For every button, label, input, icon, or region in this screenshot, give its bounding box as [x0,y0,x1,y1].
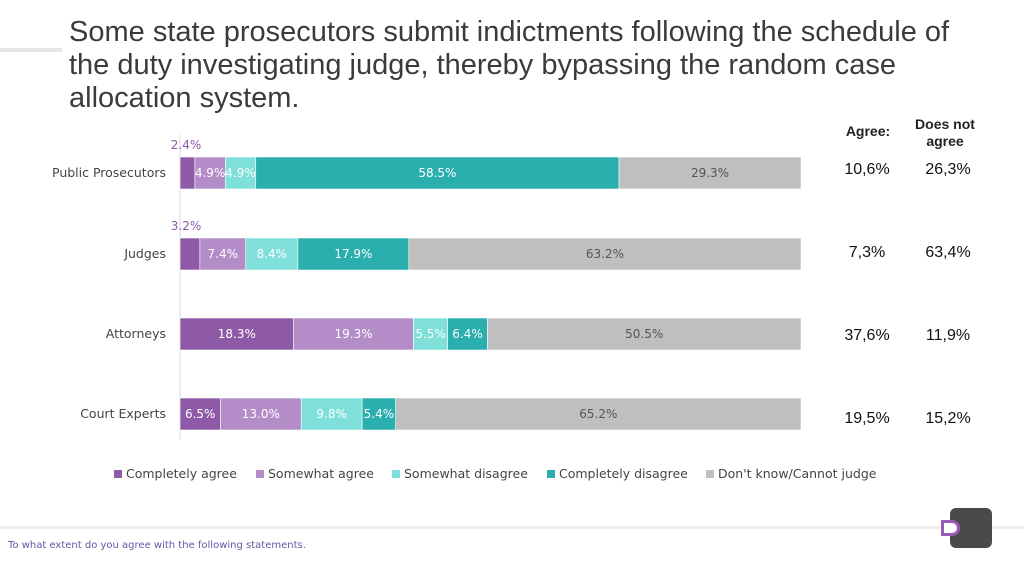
disagree-column-header: Does not agree [915,116,975,149]
data-label-somewhat-agree-attorneys: 19.3% [335,327,373,341]
bar-don-t-know-cannot-judge-judges [408,237,802,271]
legend-swatch-completely-disagree [547,470,555,478]
title-accent-line [0,48,62,52]
agree-sum-attorneys: 37,6% [844,327,890,344]
bar-completely-disagree-public-prosecutors [255,156,620,190]
disagree-sum-public-prosecutors: 26,3% [925,161,971,178]
category-label-judges: Judges [123,246,166,261]
data-label-completely-disagree-judges: 17.9% [334,247,372,261]
data-label-don-t-know-cannot-judge-judges: 63.2% [586,247,624,261]
bar-completely-disagree-judges [297,237,410,271]
bar-don-t-know-cannot-judge-court-experts [395,397,802,431]
agree-sum-public-prosecutors: 10,6% [844,161,890,178]
data-label-completely-agree-court-experts: 6.5% [185,407,216,421]
data-label-don-t-know-cannot-judge-public-prosecutors: 29.3% [691,166,729,180]
legend-swatch-completely-agree [114,470,122,478]
data-label-completely-disagree-court-experts: 5.4% [364,407,395,421]
bar-don-t-know-cannot-judge-public-prosecutors [618,156,802,190]
data-label-somewhat-agree-court-experts: 13.0% [242,407,280,421]
bar-completely-agree-judges [179,237,201,271]
bar-somewhat-disagree-judges [245,237,299,271]
bar-completely-agree-public-prosecutors [179,156,196,190]
data-label-completely-agree-public-prosecutors: 2.4% [171,138,202,152]
bar-somewhat-disagree-attorneys [413,317,448,351]
category-label-court-experts: Court Experts [80,406,166,421]
category-label-attorneys: Attorneys [106,326,166,341]
bar-somewhat-disagree-court-experts [300,397,363,431]
bar-completely-agree-attorneys [179,317,294,351]
bar-somewhat-agree-judges [199,237,247,271]
brand-logo-icon [941,508,992,548]
legend-label-somewhat-disagree: Somewhat disagree [404,466,528,481]
data-label-don-t-know-cannot-judge-attorneys: 50.5% [625,327,663,341]
legend-label-completely-agree: Completely agree [126,466,237,481]
legend-label-don-t-know-cannot-judge: Don't know/Cannot judge [718,466,877,481]
disagree-sum-court-experts: 15,2% [925,410,971,427]
legend-swatch-somewhat-agree [256,470,264,478]
chart-title: Some state prosecutors submit indictment… [69,16,950,114]
data-label-completely-disagree-public-prosecutors: 58.5% [418,166,456,180]
data-label-somewhat-agree-judges: 7.4% [208,247,239,261]
data-label-completely-agree-judges: 3.2% [171,219,202,233]
data-label-don-t-know-cannot-judge-court-experts: 65.2% [579,407,617,421]
data-label-somewhat-disagree-court-experts: 9.8% [316,407,347,421]
disagree-sum-attorneys: 11,9% [925,327,971,344]
data-label-completely-agree-attorneys: 18.3% [218,327,256,341]
disagree-sum-judges: 63,4% [925,244,971,261]
legend-swatch-don-t-know-cannot-judge [706,470,714,478]
footer-note: To what extent do you agree with the fol… [8,540,306,551]
data-label-somewhat-disagree-judges: 8.4% [257,247,288,261]
data-label-somewhat-disagree-public-prosecutors: 4.9% [225,166,256,180]
data-label-somewhat-agree-public-prosecutors: 4.9% [195,166,226,180]
category-label-public-prosecutors: Public Prosecutors [52,165,166,180]
bar-somewhat-agree-attorneys [293,317,414,351]
legend-swatch-somewhat-disagree [392,470,400,478]
bar-completely-disagree-attorneys [447,317,488,351]
agree-column-header: Agree: [845,123,891,139]
agree-sum-court-experts: 19,5% [844,410,890,427]
agree-sum-judges: 7,3% [848,244,886,261]
data-label-somewhat-disagree-attorneys: 5.5% [415,327,446,341]
bar-don-t-know-cannot-judge-attorneys [487,317,802,351]
legend-label-somewhat-agree: Somewhat agree [268,466,374,481]
footer-divider [0,526,1024,529]
legend-label-completely-disagree: Completely disagree [559,466,688,481]
data-label-completely-disagree-attorneys: 6.4% [452,327,483,341]
bar-completely-disagree-court-experts [361,397,397,431]
